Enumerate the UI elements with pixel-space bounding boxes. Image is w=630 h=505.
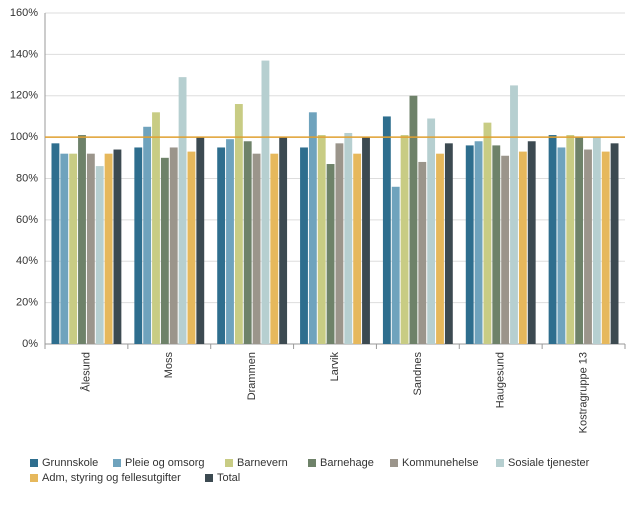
bar xyxy=(436,153,444,344)
bar xyxy=(261,60,270,345)
bar xyxy=(113,149,122,344)
y-tick-label: 0% xyxy=(22,338,38,350)
bar xyxy=(382,116,391,344)
bar xyxy=(557,147,566,344)
y-tick-label: 40% xyxy=(16,255,38,267)
legend-swatch xyxy=(113,459,121,467)
bar xyxy=(152,112,160,344)
bar xyxy=(465,145,474,344)
bar xyxy=(270,153,279,344)
x-tick-label: Larvik xyxy=(329,352,341,382)
bar xyxy=(243,141,252,344)
y-tick-label: 20% xyxy=(16,297,38,309)
bar xyxy=(391,186,400,344)
bar xyxy=(300,147,308,344)
bar xyxy=(444,143,453,344)
bar xyxy=(601,151,610,344)
legend-label: Sosiale tjenester xyxy=(508,457,590,469)
bar xyxy=(78,135,86,344)
x-tick-label: Ålesund xyxy=(79,352,92,392)
y-tick-label: 60% xyxy=(16,214,38,226)
bar xyxy=(409,95,418,344)
y-tick-label: 80% xyxy=(16,172,38,184)
bar xyxy=(308,112,317,344)
bar xyxy=(187,151,196,344)
bar xyxy=(252,153,261,344)
bar xyxy=(527,141,536,344)
bar xyxy=(234,104,243,345)
bar xyxy=(95,166,104,344)
bar xyxy=(566,135,575,344)
legend-label: Kommunehelse xyxy=(402,457,478,469)
bar xyxy=(400,135,409,344)
bar xyxy=(60,153,69,344)
bar xyxy=(196,137,205,344)
bar xyxy=(178,77,187,344)
bar xyxy=(418,161,427,344)
legend-swatch xyxy=(30,459,38,467)
bar xyxy=(483,122,492,344)
y-tick-label: 160% xyxy=(10,7,38,19)
legend-label: Total xyxy=(217,472,240,484)
legend-label: Grunnskole xyxy=(42,457,98,469)
bar xyxy=(143,126,152,344)
bar xyxy=(326,164,335,344)
legend-label: Barnevern xyxy=(237,457,288,469)
x-tick-label: Moss xyxy=(163,352,175,379)
bar xyxy=(217,147,226,344)
bar xyxy=(510,85,518,344)
bar xyxy=(492,145,501,344)
bar xyxy=(501,155,510,344)
legend-label: Barnehage xyxy=(320,457,374,469)
legend-label: Pleie og omsorg xyxy=(125,457,205,469)
bar xyxy=(344,132,353,344)
bar xyxy=(134,147,143,344)
bar xyxy=(226,139,234,344)
bar xyxy=(169,147,178,344)
bar xyxy=(584,149,592,344)
bar xyxy=(610,143,619,344)
legend-swatch xyxy=(496,459,504,467)
bar xyxy=(51,143,60,344)
y-tick-label: 100% xyxy=(10,131,38,143)
legend-swatch xyxy=(390,459,398,467)
bar xyxy=(353,153,362,344)
y-tick-label: 140% xyxy=(10,48,38,60)
bar xyxy=(69,153,78,344)
bar xyxy=(427,118,436,344)
x-tick-label: Sandnes xyxy=(412,352,424,396)
legend-swatch xyxy=(205,474,213,482)
x-tick-label: Drammen xyxy=(246,352,258,400)
bar xyxy=(160,157,169,344)
legend-swatch xyxy=(308,459,316,467)
bar xyxy=(474,141,483,344)
bar xyxy=(335,143,344,344)
x-tick-label: Kostragruppe 13 xyxy=(577,352,589,433)
bar xyxy=(86,153,95,344)
bar xyxy=(279,137,288,344)
bar xyxy=(104,153,113,344)
bar xyxy=(575,137,584,344)
x-tick-label: Haugesund xyxy=(495,352,507,408)
bar xyxy=(518,151,527,344)
legend-swatch xyxy=(30,474,38,482)
legend-swatch xyxy=(225,459,233,467)
bar xyxy=(362,137,370,344)
bar xyxy=(548,135,557,344)
bar xyxy=(317,135,326,344)
legend-label: Adm, styring og fellesutgifter xyxy=(42,472,181,484)
bar xyxy=(592,137,601,344)
y-tick-label: 120% xyxy=(10,90,38,102)
